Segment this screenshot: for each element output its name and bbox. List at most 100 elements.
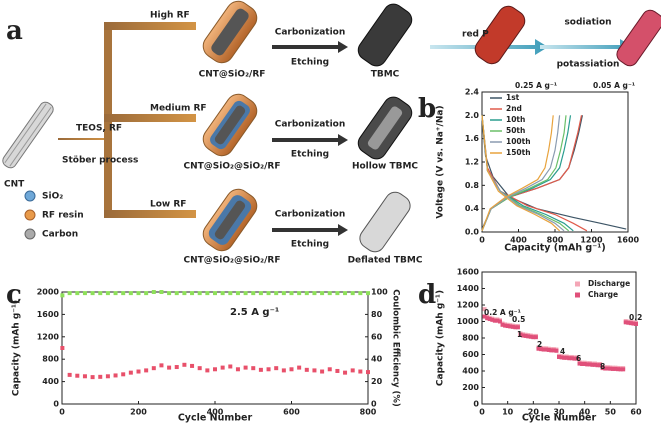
data-point <box>220 365 225 370</box>
data-point <box>569 356 574 361</box>
x-tick-label: 0 <box>479 236 485 245</box>
data-point <box>174 365 179 370</box>
data-point <box>297 291 302 296</box>
data-point <box>312 291 317 296</box>
data-point <box>544 347 549 352</box>
data-point <box>327 291 332 296</box>
data-point <box>492 318 497 323</box>
step-label: TEOS, RF <box>76 124 122 134</box>
y-tick-label: 400 <box>42 377 59 386</box>
data-point <box>523 333 528 338</box>
x-axis-title: Cycle Number <box>178 413 253 424</box>
data-point <box>562 355 567 360</box>
y-tick-label: 1.2 <box>465 158 479 167</box>
data-point <box>554 348 559 353</box>
y-tick-label: 0 <box>53 400 59 409</box>
y-tick-label: 2.0 <box>465 111 480 120</box>
x-tick-label: 0 <box>59 408 65 417</box>
y-tick-label: 200 <box>462 383 479 392</box>
process-label: Carbonization <box>275 120 346 130</box>
data-point <box>281 291 286 296</box>
data-point <box>541 347 546 352</box>
plot-frame <box>61 291 369 405</box>
data-point <box>528 334 533 339</box>
series-line <box>481 115 574 232</box>
data-point <box>505 324 510 329</box>
legend-swatch <box>575 281 580 287</box>
data-point <box>582 361 587 366</box>
y-tick-label: 800 <box>42 355 59 364</box>
y-tick-label: 800 <box>462 334 479 343</box>
loading-label: red P <box>462 30 489 40</box>
data-point <box>508 324 513 329</box>
plot-frame <box>481 91 629 233</box>
y-tick-label: 1600 <box>457 268 480 277</box>
x-tick-label: 1200 <box>580 236 603 245</box>
intermediate-label: CNT@SiO₂@SiO₂/RF <box>184 162 281 172</box>
x-tick-label: 1600 <box>617 236 640 245</box>
data-point <box>350 291 355 296</box>
data-point <box>598 363 603 368</box>
y2-tick-label: 80 <box>371 310 383 319</box>
data-point <box>105 374 110 379</box>
y-tick-label: 1600 <box>37 310 60 319</box>
data-point <box>75 373 80 378</box>
data-point <box>616 367 621 372</box>
data-point <box>281 368 286 373</box>
data-point <box>220 291 225 296</box>
y-axis-title: Capacity (mAh g⁻¹) <box>12 300 22 396</box>
data-point <box>235 367 240 372</box>
data-point <box>258 367 263 372</box>
data-point <box>580 361 585 366</box>
data-point <box>190 291 195 296</box>
branch-label: Low RF <box>150 200 186 210</box>
data-point <box>549 348 554 353</box>
data-point <box>510 324 515 329</box>
y-tick-label: 2000 <box>37 288 60 297</box>
data-point <box>366 370 370 375</box>
legend-swatch <box>575 292 580 298</box>
data-point <box>213 367 217 372</box>
data-point <box>559 355 564 360</box>
data-point <box>75 291 80 296</box>
data-point <box>574 356 579 361</box>
y-axis-title: Voltage (V vs. Na⁺/Na) <box>436 105 446 218</box>
y2-tick-label: 60 <box>371 332 383 341</box>
legend-label: Discharge <box>588 279 630 288</box>
data-point <box>197 291 202 296</box>
data-point <box>490 317 495 322</box>
data-point <box>485 316 490 321</box>
x-tick-label: 60 <box>630 408 642 417</box>
data-point <box>174 291 179 296</box>
data-point <box>572 356 577 361</box>
y-axis-title: Capacity (mAh g⁻¹) <box>436 290 446 386</box>
data-point <box>515 325 520 330</box>
data-point <box>197 366 202 371</box>
intermediate-label: CNT@SiO₂/RF <box>199 70 266 80</box>
data-point <box>343 291 348 296</box>
data-point <box>205 368 210 373</box>
data-point <box>82 291 87 296</box>
data-point <box>343 370 348 375</box>
x-tick-label: 800 <box>360 408 377 417</box>
x-tick-label: 200 <box>130 408 147 417</box>
data-point <box>251 366 256 371</box>
data-point <box>128 291 133 296</box>
data-point <box>577 361 582 366</box>
y2-tick-label: 0 <box>371 400 377 409</box>
series-line <box>481 115 561 232</box>
annotation: 2 <box>537 340 542 349</box>
data-point <box>531 335 536 340</box>
y2-tick-label: 40 <box>371 355 383 364</box>
data-point <box>60 293 65 298</box>
data-point <box>335 368 340 373</box>
data-point <box>521 333 526 338</box>
data-point <box>213 291 217 296</box>
data-point <box>159 363 164 368</box>
data-point <box>128 370 133 375</box>
y-tick-label: 1200 <box>37 332 60 341</box>
data-point <box>243 291 248 296</box>
x-tick-label: 0 <box>479 408 485 417</box>
x-tick-label: 30 <box>553 408 565 417</box>
data-point <box>289 291 294 296</box>
